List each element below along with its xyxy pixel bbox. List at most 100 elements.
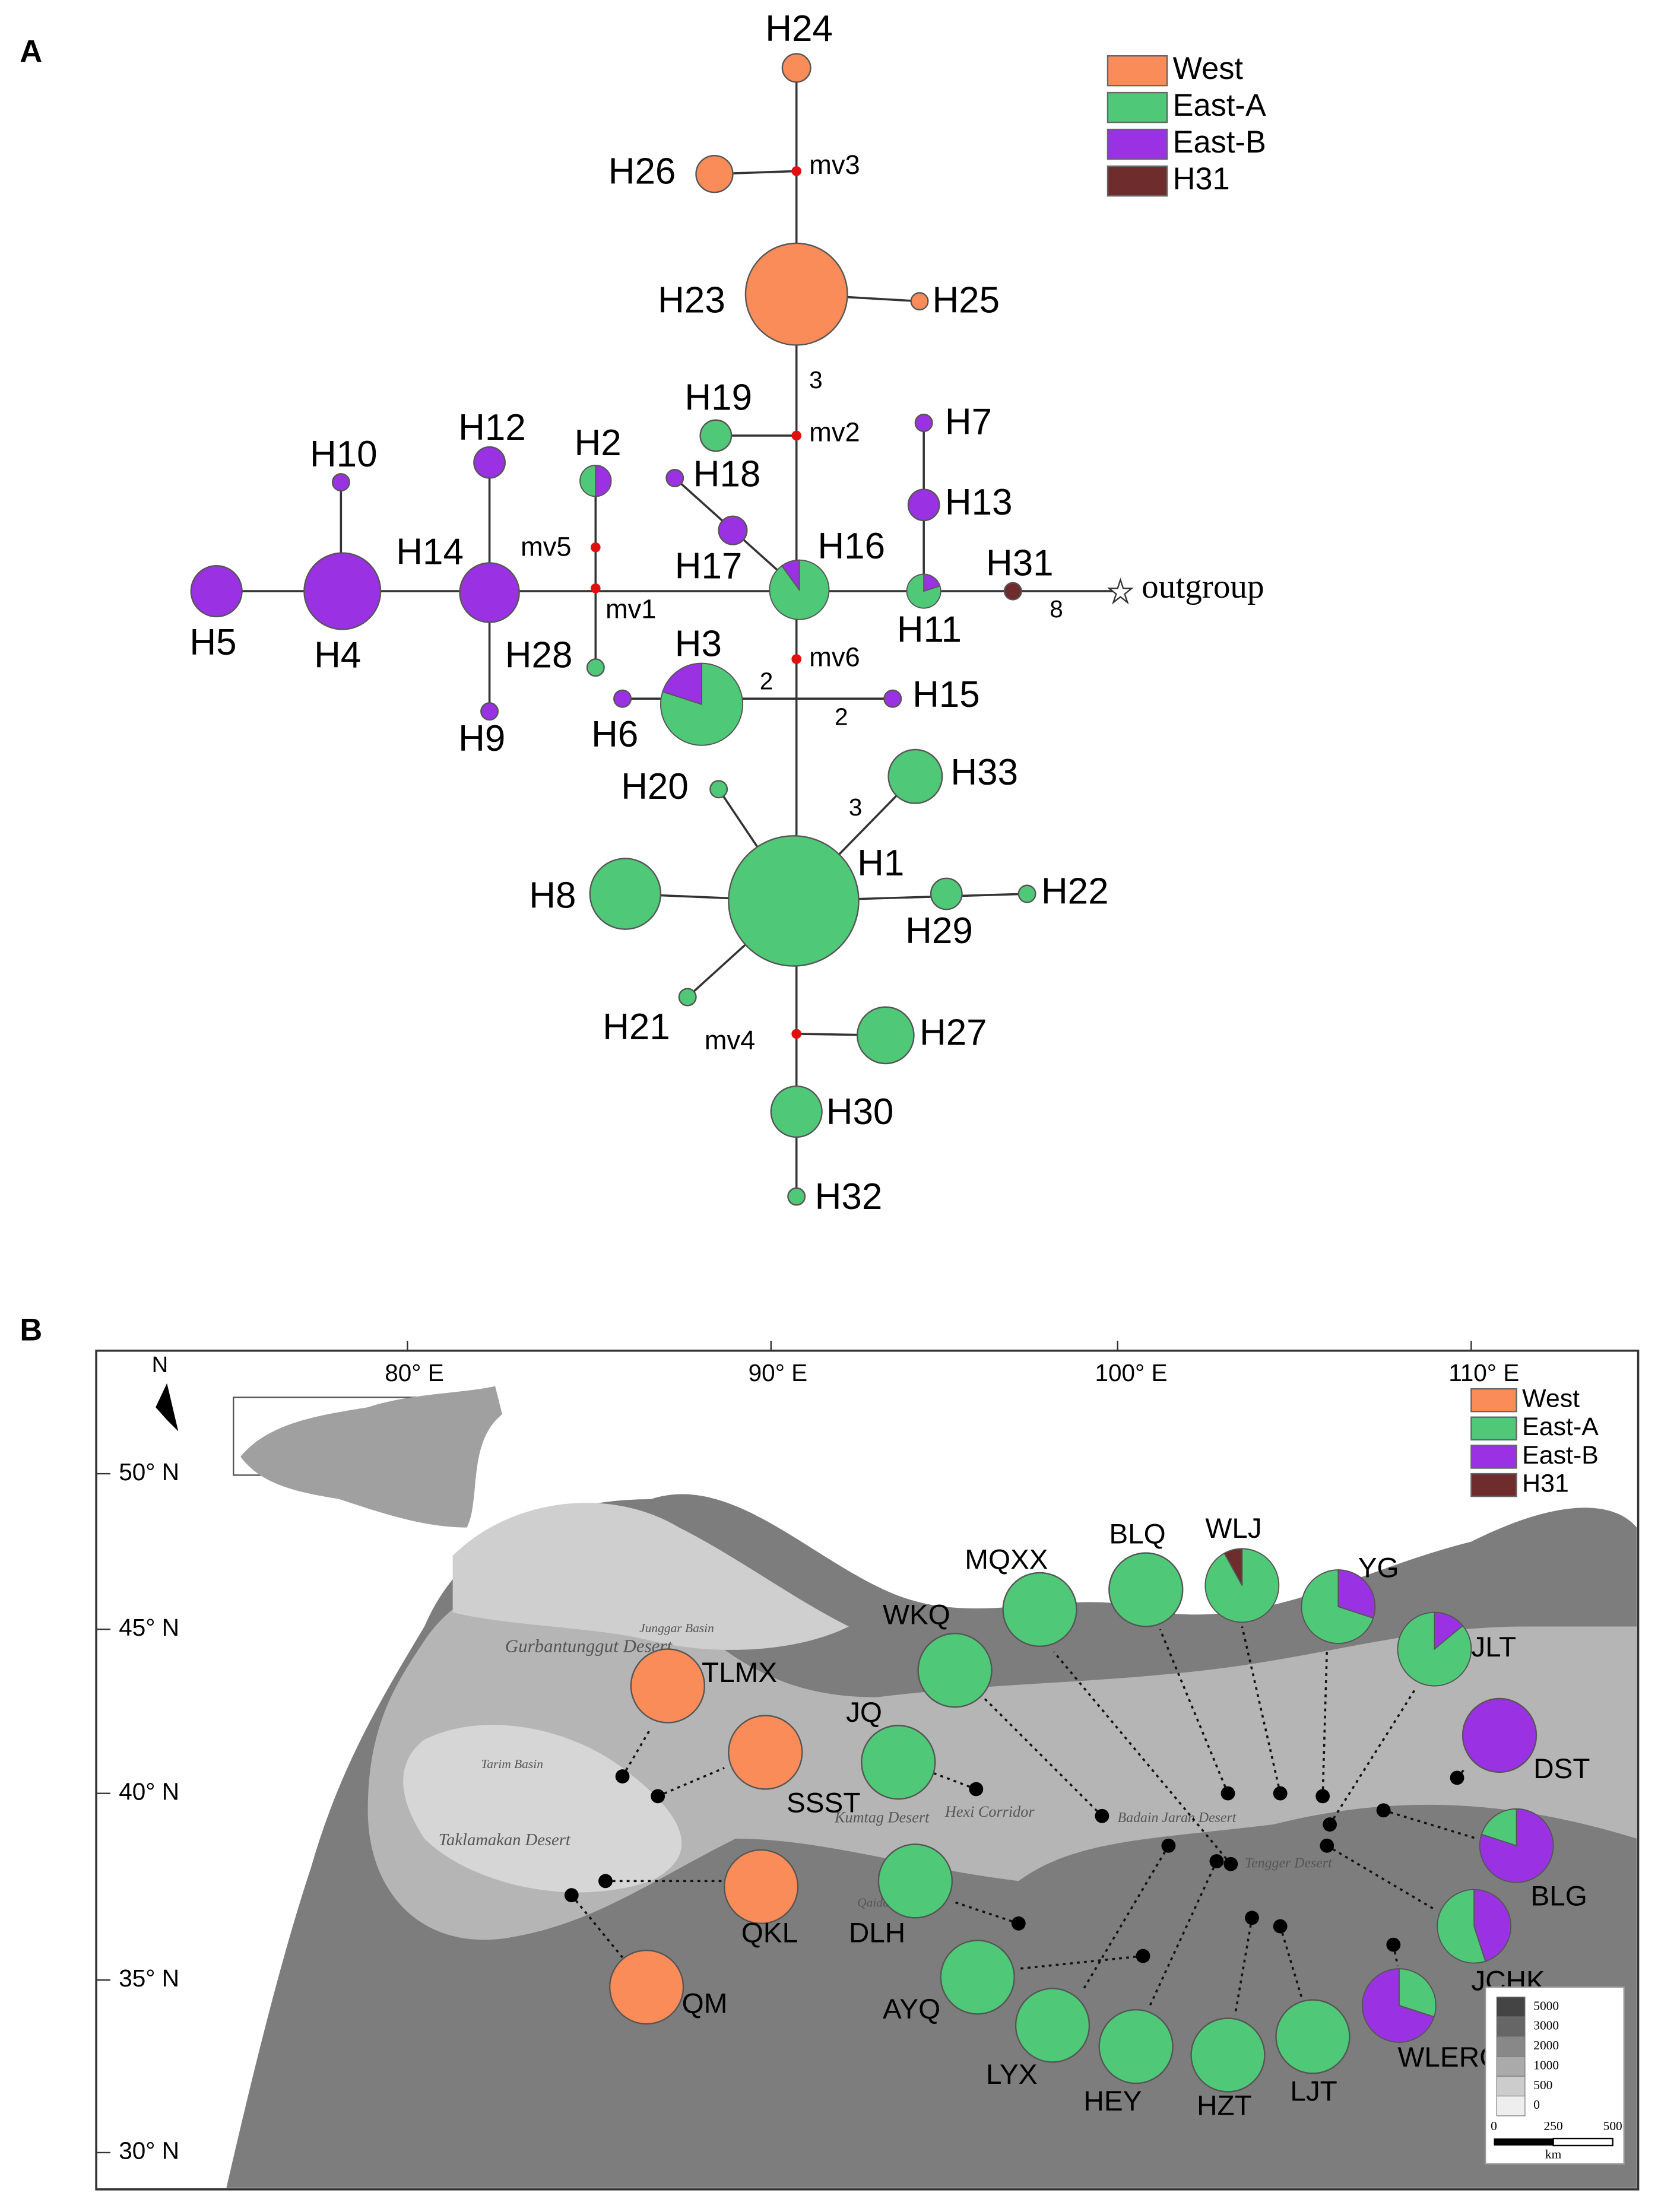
population-slice bbox=[1437, 1889, 1486, 1964]
legend-swatch bbox=[1107, 165, 1168, 197]
haplotype bbox=[883, 689, 902, 708]
haplotype-label: H19 bbox=[684, 377, 752, 418]
sample-site bbox=[1011, 1916, 1026, 1931]
haplotype-label: H25 bbox=[932, 280, 1000, 320]
dispersal-arrow bbox=[1147, 1861, 1218, 2009]
latitude-label: 50° N bbox=[119, 1458, 179, 1486]
sample-site bbox=[1161, 1838, 1176, 1853]
scale-unit: km bbox=[1545, 2147, 1562, 2162]
population-label: LYX bbox=[986, 2059, 1038, 2090]
haplotype-label: H5 bbox=[189, 622, 236, 663]
place-label: Taklamakan Desert bbox=[439, 1831, 571, 1849]
population-label: AYQ bbox=[883, 1994, 940, 2025]
legend-label: East-A bbox=[1173, 88, 1266, 123]
population-label: LJT bbox=[1290, 2075, 1337, 2107]
population bbox=[630, 1648, 705, 1724]
latitude-label: 30° N bbox=[119, 2137, 179, 2165]
median-vector bbox=[590, 542, 601, 553]
place-label: Gurbantunggut Desert bbox=[505, 1635, 673, 1656]
population-label: SSST bbox=[787, 1787, 860, 1819]
sample-site bbox=[651, 1789, 665, 1804]
scale-bar bbox=[1552, 2137, 1613, 2147]
panel-a: A WestEast-AEast-BH31mv3mv2mv5mv1mv6mv43… bbox=[20, 8, 1266, 1217]
haplotype bbox=[190, 565, 243, 618]
haplotype bbox=[459, 562, 520, 623]
haplotype-label: H15 bbox=[912, 674, 980, 715]
haplotype bbox=[480, 702, 499, 721]
dispersal-arrow bbox=[1234, 1918, 1253, 2016]
population bbox=[1015, 1988, 1090, 2063]
population-label: MQXX bbox=[965, 1544, 1048, 1575]
dispersal-arrow bbox=[1279, 1926, 1303, 1998]
population bbox=[1108, 1552, 1184, 1627]
population bbox=[940, 1940, 1015, 2015]
north-arrow bbox=[156, 1383, 179, 1432]
outgroup-label: outgroup bbox=[1142, 568, 1264, 605]
median-vector-label: mv6 bbox=[809, 642, 860, 672]
elevation-label: 3000 bbox=[1533, 2019, 1559, 2033]
median-vector-label: mv3 bbox=[809, 150, 860, 180]
elevation-swatch bbox=[1496, 2036, 1526, 2057]
haplotype-label: H24 bbox=[765, 8, 833, 49]
haplotype bbox=[907, 488, 940, 522]
elevation-swatch bbox=[1496, 2016, 1526, 2038]
haplotype bbox=[303, 552, 382, 630]
elevation-label: 5000 bbox=[1533, 1998, 1559, 2013]
median-vector bbox=[791, 654, 802, 664]
haplotype-label: H10 bbox=[310, 434, 378, 475]
latitude-label: 45° N bbox=[119, 1614, 179, 1641]
dispersal-arrow bbox=[1383, 1809, 1478, 1840]
haplotype-label: H11 bbox=[897, 610, 962, 650]
haplotype bbox=[728, 835, 860, 967]
haplotype-label: H27 bbox=[920, 1013, 987, 1053]
population-slice bbox=[1361, 1968, 1435, 2043]
sample-site bbox=[1136, 1948, 1150, 1963]
population-slice bbox=[1337, 1569, 1376, 1619]
haplotype-label: H22 bbox=[1041, 871, 1109, 912]
elevation-label: 2000 bbox=[1533, 2038, 1559, 2052]
elevation-swatch bbox=[1496, 1997, 1526, 2017]
population-label: DLH bbox=[849, 1918, 905, 1949]
median-vector-label: mv2 bbox=[809, 417, 860, 448]
haplotype-label: H28 bbox=[505, 634, 573, 675]
haplotype-label: H31 bbox=[986, 543, 1054, 584]
population-slice bbox=[1301, 1569, 1374, 1644]
longitude-label: 100° E bbox=[1095, 1359, 1168, 1386]
legend-swatch bbox=[1470, 1388, 1517, 1413]
haplotype-label: H2 bbox=[575, 423, 622, 464]
median-vector-label: mv5 bbox=[521, 532, 572, 562]
population bbox=[1190, 2017, 1266, 2093]
population-label: QM bbox=[682, 1988, 728, 2020]
population-label: WLJ bbox=[1205, 1513, 1261, 1544]
haplotype-label: H18 bbox=[693, 453, 761, 494]
haplotype bbox=[699, 419, 733, 452]
longitude-label: 110° E bbox=[1448, 1359, 1519, 1386]
place-label: Junggar Basin bbox=[639, 1621, 714, 1635]
longitude-label: 90° E bbox=[749, 1359, 808, 1386]
haplotype bbox=[473, 446, 506, 479]
haplotype-label: H17 bbox=[675, 545, 743, 586]
place-label: Kumtag Desert bbox=[834, 1809, 930, 1826]
haplotype-slice bbox=[906, 573, 941, 609]
population-label: HEY bbox=[1083, 2086, 1142, 2117]
sample-site bbox=[1095, 1808, 1109, 1823]
legend-swatch bbox=[1470, 1445, 1517, 1469]
haplotype-label: H13 bbox=[945, 482, 1013, 523]
haplotype-slice bbox=[781, 559, 800, 592]
median-vector-label: mv1 bbox=[605, 594, 657, 624]
population-slice bbox=[1481, 1808, 1517, 1847]
latitude-label: 35° N bbox=[119, 1965, 179, 1992]
population bbox=[723, 1849, 799, 1925]
median-vector bbox=[590, 583, 601, 594]
haplotype bbox=[589, 858, 662, 930]
population-slice bbox=[1223, 1548, 1243, 1586]
haplotype-label: H21 bbox=[603, 1007, 670, 1048]
elevation-label: 1000 bbox=[1533, 2058, 1559, 2072]
haplotype bbox=[910, 292, 929, 311]
legend-label: East-B bbox=[1522, 1441, 1599, 1470]
population-label: BLG bbox=[1530, 1881, 1587, 1912]
place-label: Tarim Basin bbox=[481, 1757, 543, 1771]
sample-site bbox=[1320, 1838, 1334, 1853]
